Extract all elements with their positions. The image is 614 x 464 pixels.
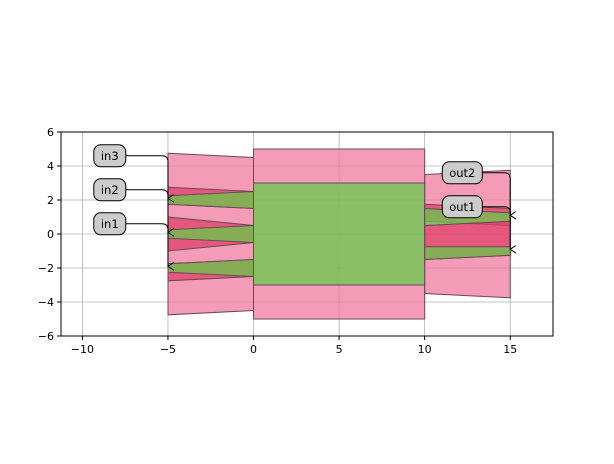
port-labels: in3 in2 in1 out2 out1 [93, 144, 510, 266]
component-polygons [167, 148, 511, 320]
port-in1: in1 [93, 212, 168, 266]
port-arrow [125, 155, 168, 199]
center-core [253, 182, 426, 286]
port-label-text: in1 [101, 217, 119, 231]
port-out1: out1 [441, 195, 510, 250]
port-label-box [93, 178, 127, 202]
x-tick-label: 10 [418, 343, 432, 356]
y-tick-label: −6 [38, 330, 54, 343]
port-label-box [93, 212, 127, 236]
y-tick-label: 2 [47, 194, 54, 207]
port-label-box [93, 144, 127, 168]
y-tick-label: 4 [47, 160, 54, 173]
port-label-text: in3 [101, 149, 119, 163]
x-tick-label: 15 [503, 343, 517, 356]
port-in2: in2 [93, 178, 168, 233]
y-tick-label: 6 [47, 126, 54, 139]
x-tick-label: 5 [336, 343, 343, 356]
axis-ticks: −10 −5 0 5 10 15 −6 −4 −2 0 2 4 6 [38, 126, 517, 356]
port-label-box [441, 195, 483, 219]
y-tick-label: 0 [47, 228, 54, 241]
x-tick-label: 0 [250, 343, 257, 356]
port-label-text: out1 [449, 200, 475, 214]
port-label-box [441, 161, 483, 185]
port-out2: out2 [441, 161, 510, 216]
y-tick-label: −4 [38, 296, 54, 309]
port-arrow [125, 189, 168, 233]
port-in3: in3 [93, 144, 168, 199]
port-arrow [482, 172, 510, 216]
y-tick-label: −2 [38, 262, 54, 275]
port-label-text: out2 [449, 166, 475, 180]
port-label-text: in2 [101, 183, 119, 197]
x-tick-label: −10 [71, 343, 94, 356]
right-core-out1 [424, 246, 511, 261]
port-arrow [125, 223, 168, 266]
x-tick-label: −5 [160, 343, 176, 356]
port-arrow [482, 206, 510, 250]
